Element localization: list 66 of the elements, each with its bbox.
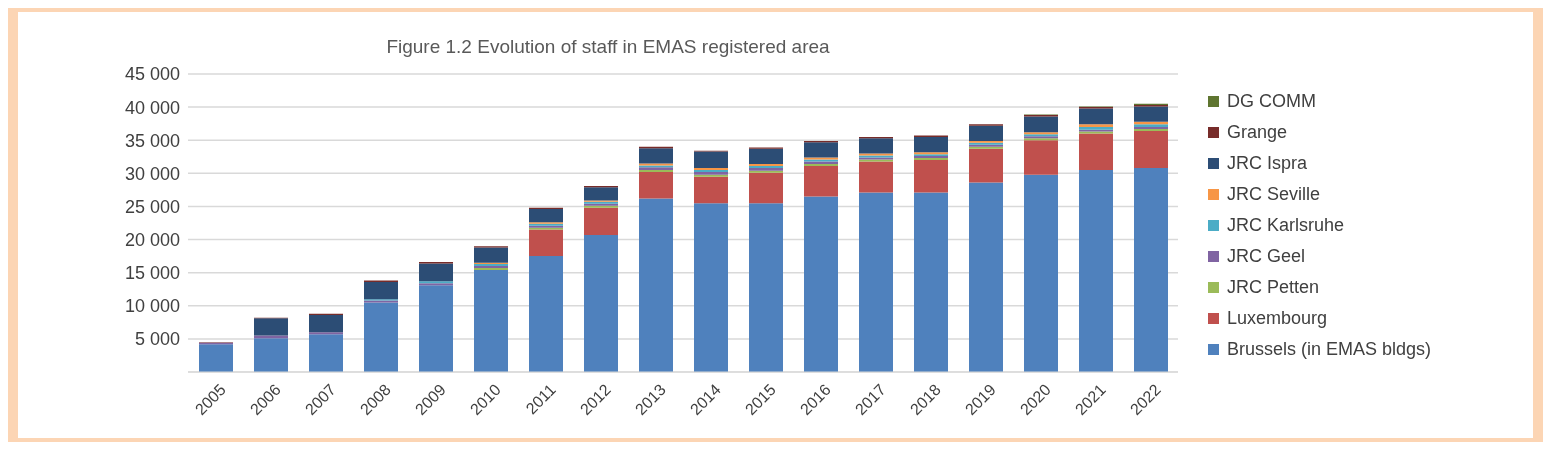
bar <box>1079 133 1113 171</box>
bar <box>1134 168 1168 372</box>
bar <box>1134 130 1168 169</box>
bar <box>584 207 618 235</box>
legend-label: JRC Geel <box>1227 245 1306 267</box>
bar <box>419 263 453 282</box>
bar <box>1024 116 1058 133</box>
bar <box>254 318 288 336</box>
bar <box>914 136 948 153</box>
bar <box>364 281 398 300</box>
bar <box>749 203 783 372</box>
legend-label: JRC Petten <box>1227 276 1320 298</box>
legend-label: JRC Seville <box>1227 183 1321 205</box>
y-tick-label: 35 000 <box>124 130 180 151</box>
y-tick-label: 5 000 <box>134 329 180 350</box>
bar <box>584 187 618 201</box>
bar <box>859 138 893 154</box>
bar <box>804 142 838 158</box>
legend-label: DG COMM <box>1227 90 1316 112</box>
legend-label: Luxembourg <box>1227 307 1328 329</box>
bar <box>804 196 838 372</box>
chart-title: Figure 1.2 Evolution of staff in EMAS registered area <box>385 36 831 58</box>
bar <box>969 182 1003 372</box>
bar <box>694 176 728 204</box>
bar <box>639 198 673 372</box>
bar <box>199 344 233 372</box>
y-tick-label: 20 000 <box>124 229 180 250</box>
y-tick-label: 25 000 <box>124 196 180 217</box>
bar <box>364 302 398 372</box>
bar <box>1079 108 1113 125</box>
bar <box>309 315 343 333</box>
bar <box>694 203 728 372</box>
bar <box>474 247 508 263</box>
bar <box>914 160 948 193</box>
bar <box>859 161 893 193</box>
bar <box>1024 140 1058 175</box>
legend-label: Grange <box>1227 121 1288 143</box>
legend-label: JRC Karlsruhe <box>1227 214 1345 236</box>
bar <box>859 192 893 372</box>
bar <box>804 166 838 197</box>
legend-label: JRC Ispra <box>1227 152 1308 174</box>
bar <box>254 338 288 372</box>
bar <box>529 256 563 372</box>
y-tick-label: 40 000 <box>124 97 180 118</box>
legend-label: Brussels (in EMAS bldgs) <box>1227 338 1432 360</box>
bar <box>969 125 1003 141</box>
bar <box>914 192 948 372</box>
bar <box>749 172 783 204</box>
bar <box>1079 170 1113 372</box>
bar <box>309 334 343 372</box>
bar <box>584 234 618 372</box>
bar <box>1134 106 1168 122</box>
bar <box>529 209 563 223</box>
y-tick-label: 15 000 <box>124 263 180 284</box>
bar <box>749 148 783 165</box>
bar <box>639 148 673 164</box>
bar <box>969 148 1003 183</box>
bar <box>419 285 453 372</box>
y-tick-label: 30 000 <box>124 163 180 184</box>
y-tick-label: 10 000 <box>124 296 180 317</box>
y-tick-label: 45 000 <box>124 64 180 85</box>
bar <box>1024 174 1058 372</box>
bar <box>639 172 673 199</box>
bar <box>529 229 563 257</box>
bar <box>474 270 508 372</box>
bar <box>694 151 728 169</box>
